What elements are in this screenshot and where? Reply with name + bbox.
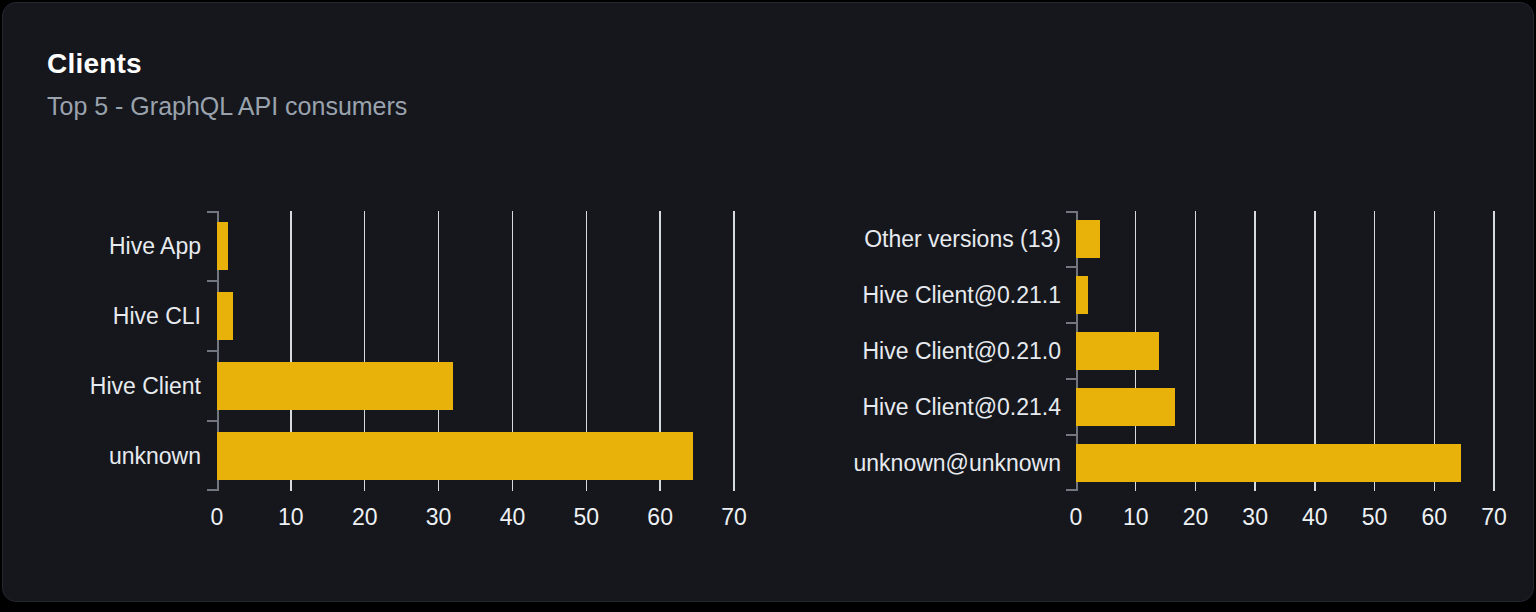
bar [1076, 220, 1100, 258]
y-axis-tick [207, 420, 217, 422]
bar [1076, 276, 1088, 314]
category-label: Hive App [47, 211, 201, 281]
category-label: Hive Client [47, 351, 201, 421]
bar-row [217, 351, 734, 421]
plot-area [217, 211, 734, 491]
bar-row [217, 211, 734, 281]
category-label: Hive Client@0.21.4 [864, 379, 1061, 435]
x-tick-label: 0 [1070, 504, 1083, 531]
y-axis-tick [207, 489, 217, 491]
charts-row: Hive AppHive CLIHive Clientunknown 0 10 20… [3, 211, 1533, 534]
x-tick-label: 10 [1123, 504, 1149, 531]
plot-column: 010203040506070 [1076, 211, 1494, 534]
bar [217, 362, 453, 410]
y-axis-tick [207, 350, 217, 352]
x-tick-label: 50 [1362, 504, 1388, 531]
card-title: Clients [47, 47, 1489, 81]
plot-column: 010203040506070 [217, 211, 734, 534]
y-axis-tick [1066, 322, 1076, 324]
x-tick-label: 40 [1302, 504, 1328, 531]
y-axis-tick [1066, 489, 1076, 491]
plot-area [1076, 211, 1494, 491]
x-tick-label: 50 [573, 504, 599, 531]
clients-card: Clients Top 5 - GraphQL API consumers Hi… [2, 2, 1534, 602]
x-tick-label: 30 [1242, 504, 1268, 531]
category-label: Hive Client@0.21.0 [864, 323, 1061, 379]
bar-row [1076, 211, 1494, 267]
x-tick-label: 60 [647, 504, 673, 531]
x-tick-label: 10 [278, 504, 304, 531]
x-tick-label: 70 [721, 504, 747, 531]
bar [217, 292, 233, 340]
category-label: Hive Client@0.21.1 [864, 267, 1061, 323]
clients-chart: Hive AppHive CLIHive Clientunknown 0 10 20… [47, 211, 734, 534]
card-subtitle: Top 5 - GraphQL API consumers [47, 91, 1489, 121]
bar-row [1076, 323, 1494, 379]
x-tick-label: 20 [352, 504, 378, 531]
client-versions-chart: Other versions (13)Hive Client@0.21.1Hiv… [864, 211, 1494, 534]
x-tick-label: 70 [1481, 504, 1507, 531]
x-tick-label: 20 [1183, 504, 1209, 531]
bar [217, 222, 228, 270]
x-tick-label: 30 [426, 504, 452, 531]
category-label: unknown [47, 421, 201, 491]
x-tick-label: 40 [500, 504, 526, 531]
bar-row [1076, 379, 1494, 435]
y-axis-labels: Other versions (13)Hive Client@0.21.1Hiv… [864, 211, 1076, 491]
y-axis-labels: Hive AppHive CLIHive Clientunknown [47, 211, 217, 491]
bar [1076, 388, 1175, 426]
x-tick-label: 0 [211, 504, 224, 531]
y-axis-tick [1066, 211, 1076, 213]
x-axis-labels: 010203040506070 [217, 504, 734, 534]
category-label: Other versions (13) [864, 211, 1061, 267]
y-axis-tick [1066, 266, 1076, 268]
card-header: Clients Top 5 - GraphQL API consumers [3, 3, 1533, 121]
y-axis-tick [1066, 434, 1076, 436]
bar [217, 432, 693, 480]
category-label: Hive CLI [47, 281, 201, 351]
category-label: unknown@unknown [864, 435, 1061, 491]
bar [1076, 444, 1461, 482]
y-axis-tick [207, 211, 217, 213]
bar-row [1076, 267, 1494, 323]
x-tick-label: 60 [1421, 504, 1447, 531]
bar-row [1076, 435, 1494, 491]
bar [1076, 332, 1159, 370]
bar-row [217, 281, 734, 351]
bar-row [217, 421, 734, 491]
x-axis-labels: 010203040506070 [1076, 504, 1494, 534]
y-axis-tick [207, 280, 217, 282]
y-axis-tick [1066, 378, 1076, 380]
